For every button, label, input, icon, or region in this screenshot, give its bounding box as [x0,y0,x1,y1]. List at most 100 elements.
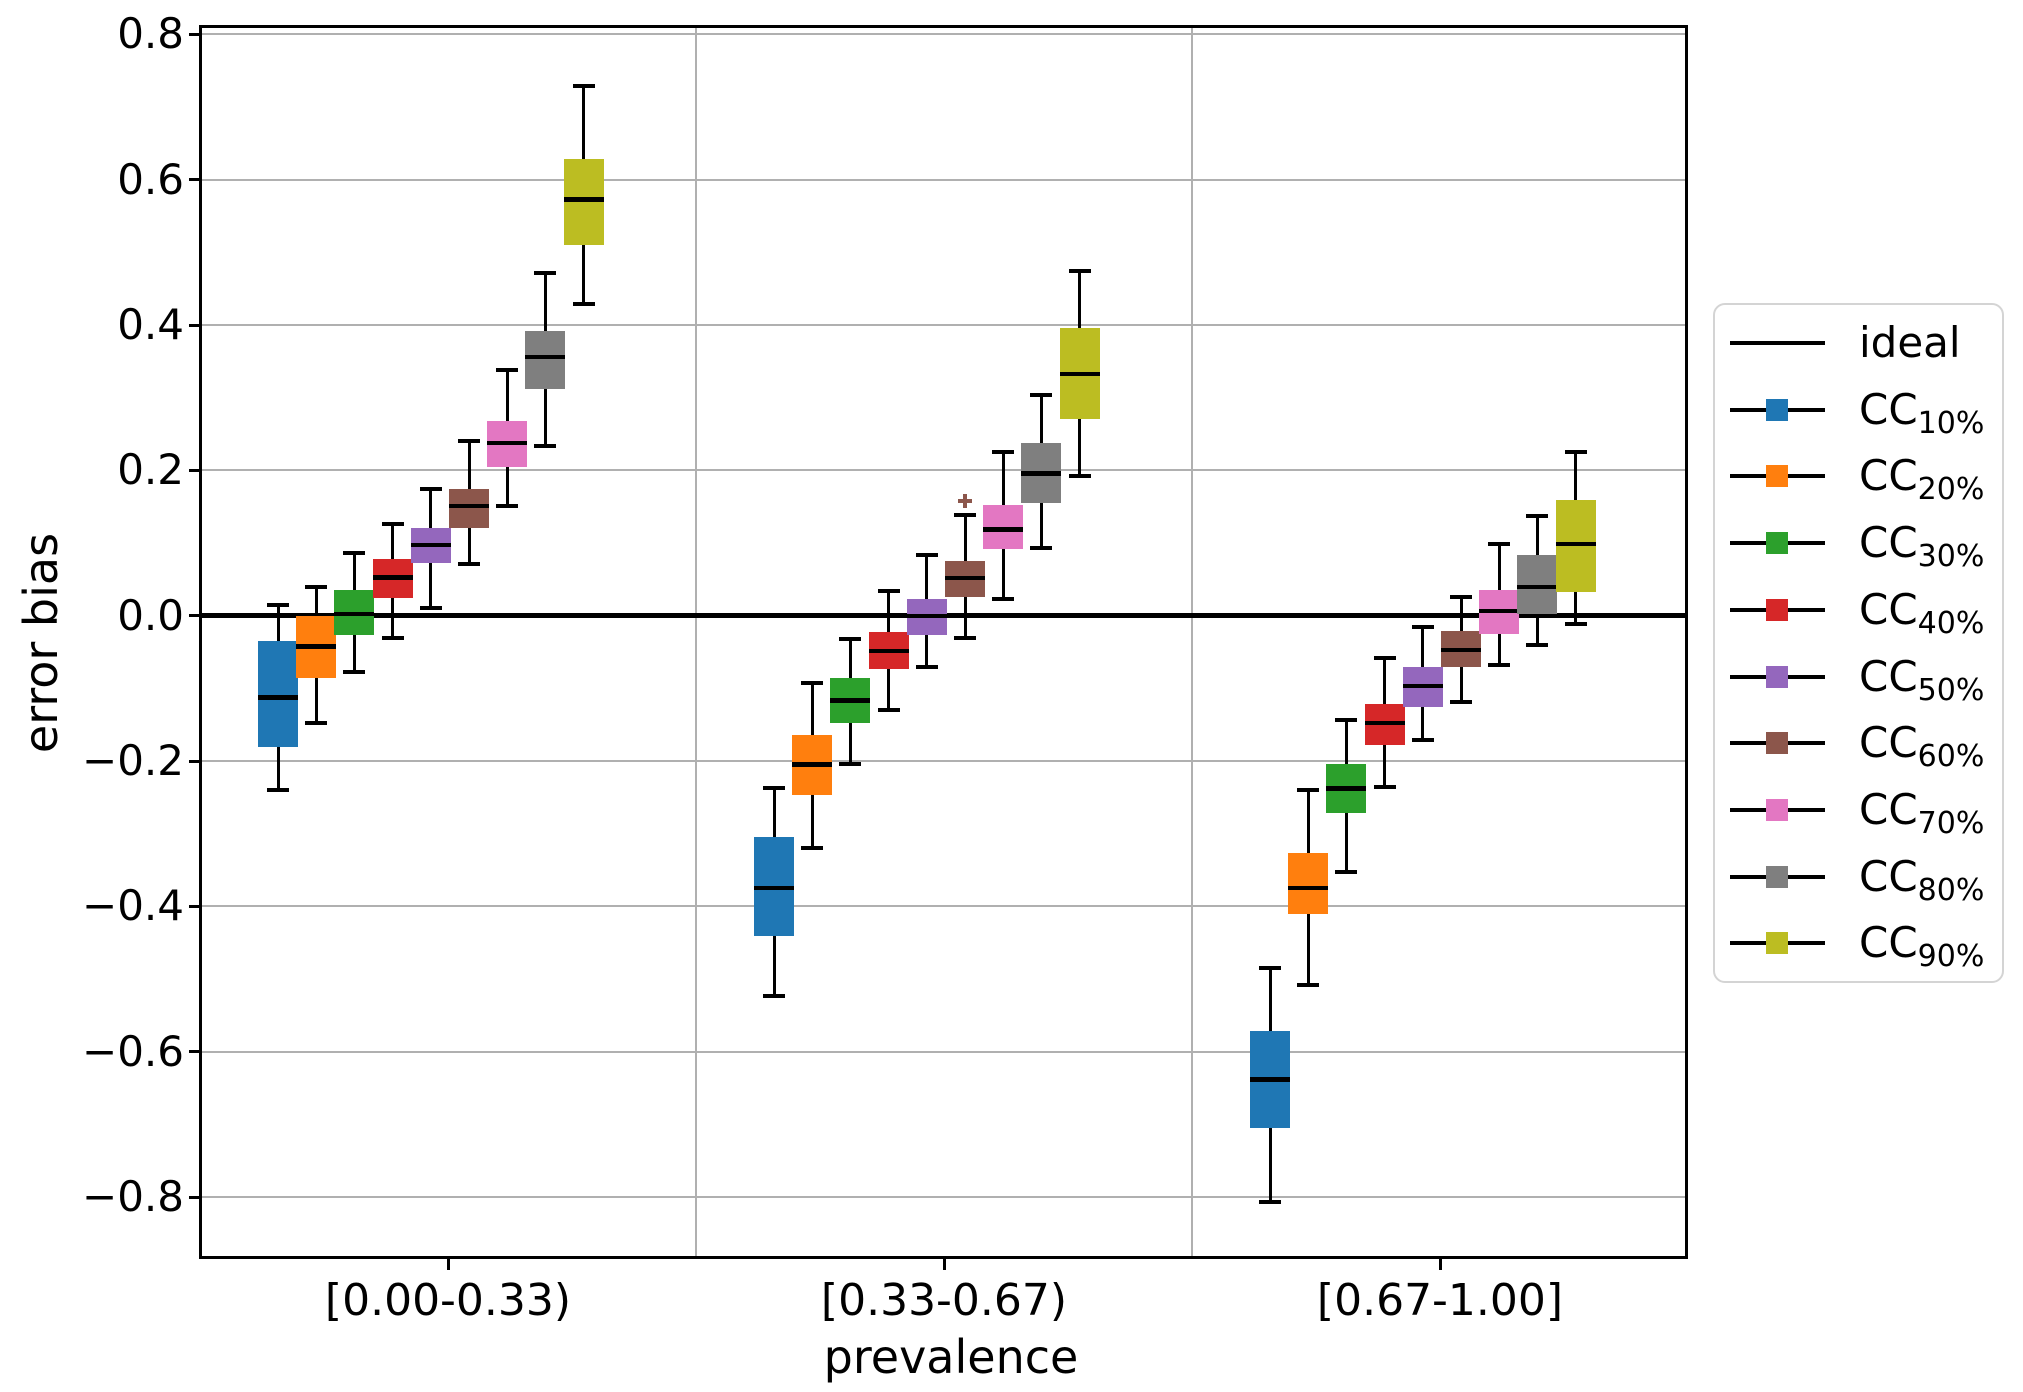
legend-entry: CC10% [1715,377,2002,443]
legend-entry-label: CC90% [1859,917,1984,974]
y-tick [189,614,200,618]
legend-entry: CC50% [1715,644,2002,710]
gridline [200,33,1688,36]
whisker-cap [572,301,595,306]
whisker-cap [1068,474,1091,479]
legend-entry-text: CC [1859,584,1918,634]
panel-separator [695,27,697,1259]
whisker-cap [1297,982,1320,987]
y-tick-label: 0.8 [117,9,184,59]
whisker-cap [572,83,595,88]
legend-entry: CC30% [1715,510,2002,576]
median-line [1555,541,1596,547]
legend: ideal CC10% CC20% CC30% CC40% CC50% CC60% CC70%… [1713,303,2004,983]
y-tick [189,904,200,908]
whisker-cap [305,584,328,589]
whisker-cap [1564,621,1587,626]
median-line [258,695,298,700]
gridline [200,178,1688,181]
median-line [1059,371,1100,377]
legend-marker [1766,532,1788,555]
legend-marker [1766,932,1788,955]
legend-entry-label: CC20% [1859,450,1984,507]
legend-entry: CC90% [1715,910,2002,976]
whisker-cap [801,845,824,850]
whisker-cap [801,681,824,686]
median-line [1021,471,1062,476]
y-tick-label: −0.2 [82,736,184,786]
legend-entry-subscript: 40% [1917,605,1985,641]
y-tick-label: 0.4 [117,300,184,349]
legend-entry: CC80% [1715,844,2002,910]
whisker-cap [1259,965,1281,970]
x-tick-label: [0.33-0.67) [820,1275,1068,1326]
x-tick-label: [0.67-1.00] [1316,1275,1564,1326]
whisker-cap [381,635,404,640]
median-line [830,698,871,703]
legend-entry-text: CC [1859,651,1918,701]
y-tick-label: 0.6 [117,154,184,204]
whisker-cap [343,669,366,674]
whisker-cap [915,552,938,557]
median-line [906,613,947,619]
legend-entry-label: CC30% [1859,517,1984,574]
legend-marker [1766,665,1788,688]
median-line [334,611,375,617]
y-tick [189,1195,200,1199]
gridline [200,760,1688,763]
box [1517,554,1558,614]
panel-separator [1191,27,1193,1259]
median-line [487,440,528,446]
legend-entry-text: CC [1859,384,1918,434]
legend-line-sample [1730,341,1825,345]
median-line [1326,786,1367,791]
median-line [1250,1077,1290,1082]
median-line [1288,885,1329,891]
legend-entry-text: CC [1859,518,1918,568]
x-tick-label: [0.00-0.33) [324,1275,572,1326]
median-line [1479,608,1520,614]
y-tick-label: 0.0 [117,590,184,640]
median-line [945,575,985,581]
y-tick [189,759,200,763]
legend-entry-label: CC60% [1859,717,1984,774]
x-axis-label: prevalence [823,1330,1079,1384]
whisker-cap [877,708,900,713]
median-line [1441,647,1481,653]
x-tick [446,1259,450,1270]
legend-entry-label: CC40% [1859,584,1984,641]
median-line [868,648,909,654]
whisker-cap [534,271,557,276]
whisker-cap [839,762,862,767]
legend-entry-subscript: 80% [1917,872,1985,908]
y-tick-label: −0.6 [82,1026,184,1076]
median-line [792,762,833,767]
whisker-cap [1335,718,1358,723]
whisker-cap [1259,1200,1281,1205]
x-tick [1438,1259,1442,1270]
legend-marker [1766,598,1788,621]
legend-entry: CC20% [1715,443,2002,509]
legend-entry-label: ideal [1859,317,1961,369]
median-line [1402,683,1443,689]
whisker-cap [496,368,519,373]
whisker-cap [1488,663,1511,668]
whisker-cap [1450,700,1472,705]
legend-entry-subscript: 70% [1917,805,1985,841]
whisker-cap [1564,450,1587,455]
y-tick [189,1050,200,1054]
legend-entry-subscript: 20% [1917,472,1985,508]
whisker-cap [496,503,519,508]
legend-entry-text: CC [1859,851,1918,901]
median-line [296,644,337,649]
whisker-cap [458,562,480,567]
legend-entry-label: CC50% [1859,651,1984,708]
median-line [525,354,566,360]
legend-entry-text: CC [1859,451,1918,501]
y-tick [189,32,200,36]
legend-entry-subscript: 30% [1917,539,1985,575]
y-tick-label: 0.2 [117,445,184,495]
y-axis-label: error bias [14,532,68,754]
